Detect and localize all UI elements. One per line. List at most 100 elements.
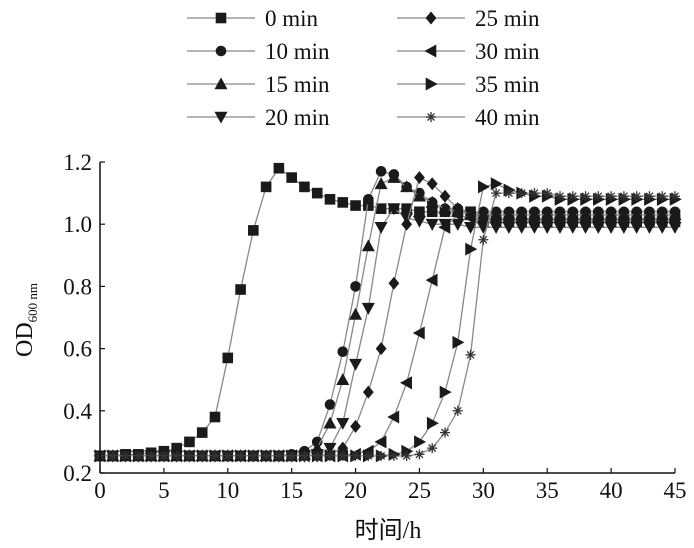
data-point — [426, 177, 438, 191]
legend: 0 min 10 min 15 min 20 min 25 min 30 min 35 mi… — [187, 6, 540, 130]
data-point — [337, 346, 349, 358]
data-point — [158, 450, 169, 461]
data-point — [350, 200, 361, 211]
data-point — [655, 214, 668, 228]
data-point-stroke — [223, 451, 232, 460]
data-point — [490, 177, 503, 191]
data-point — [502, 214, 515, 228]
data-point — [412, 215, 426, 228]
data-point — [197, 450, 208, 461]
x-tick-label: 45 — [664, 478, 687, 503]
legend-marker — [424, 44, 437, 58]
y-axis-label: OD600 nm — [12, 283, 40, 357]
data-point-stroke — [415, 450, 424, 459]
data-point-stroke — [338, 451, 347, 460]
x-tick-label: 10 — [216, 478, 239, 503]
data-point — [452, 405, 463, 416]
data-point — [374, 435, 387, 449]
data-point — [325, 450, 335, 461]
data-point-stroke — [134, 451, 143, 460]
axes: 0 5 10 15 20 25 30 35 40 45 0.2 0.4 0.6 0.8 1.0 1.2 — [63, 150, 686, 503]
x-tick-label: 40 — [600, 478, 623, 503]
legend-item: 40 min — [397, 105, 540, 130]
data-point-stroke — [479, 235, 488, 244]
data-point — [361, 302, 375, 315]
data-point — [414, 449, 425, 460]
data-point — [235, 284, 246, 295]
legend-marker — [425, 11, 437, 25]
data-point — [387, 170, 401, 183]
data-point — [540, 214, 553, 228]
data-point — [452, 335, 465, 349]
y-tick-label: 0.6 — [63, 337, 92, 362]
data-point — [515, 214, 527, 228]
data-point — [324, 399, 336, 410]
data-point — [235, 450, 246, 461]
data-point-stroke — [185, 451, 194, 460]
legend-label: 40 min — [475, 105, 540, 130]
data-point — [425, 218, 439, 231]
y-axis-label-main: OD — [12, 322, 38, 357]
data-point — [286, 450, 297, 461]
data-point-stroke — [287, 451, 296, 460]
data-point-stroke — [274, 451, 283, 460]
data-point — [618, 191, 629, 202]
data-point-stroke — [198, 451, 207, 460]
data-point — [503, 188, 514, 199]
x-tick-label: 35 — [536, 478, 559, 503]
data-point — [361, 239, 375, 252]
data-point — [478, 180, 490, 194]
data-point — [400, 180, 414, 193]
data-point — [427, 443, 438, 454]
x-tick-label: 15 — [280, 478, 303, 503]
data-point-stroke — [121, 451, 130, 460]
data-point — [350, 281, 361, 292]
data-point-stroke — [645, 192, 654, 201]
x-tick-label: 5 — [158, 478, 170, 503]
data-point — [363, 194, 374, 205]
data-point — [336, 417, 350, 430]
data-point — [107, 450, 118, 461]
data-point-stroke — [159, 451, 168, 460]
data-point-stroke — [671, 192, 679, 201]
data-point — [630, 214, 642, 228]
data-point — [349, 358, 363, 371]
legend-item: 15 min — [187, 72, 330, 97]
legend-item: 20 min — [187, 105, 330, 130]
data-point — [388, 450, 399, 461]
data-point — [438, 202, 452, 214]
data-point — [350, 419, 361, 433]
legend-label: 25 min — [475, 6, 540, 31]
legend-item: 0 min — [187, 6, 319, 31]
data-point-stroke — [262, 451, 271, 460]
legend-marker — [214, 77, 228, 90]
data-point-stroke — [364, 451, 373, 460]
series-0-min — [94, 162, 681, 462]
data-point — [465, 242, 478, 256]
data-point-stroke — [326, 451, 334, 460]
data-point — [463, 211, 476, 225]
data-point — [375, 203, 387, 214]
data-point-stroke — [172, 451, 181, 460]
data-point-stroke — [428, 444, 437, 453]
series-line — [100, 192, 675, 457]
legend-label: 35 min — [475, 72, 540, 97]
data-point — [465, 349, 476, 360]
data-point-stroke — [492, 189, 501, 198]
data-point — [464, 222, 478, 234]
data-point-stroke — [530, 189, 539, 198]
legend-label: 20 min — [265, 105, 330, 130]
legend-marker — [214, 111, 228, 124]
data-point — [349, 307, 363, 320]
data-point — [120, 450, 131, 461]
data-point — [567, 191, 578, 202]
data-point — [337, 197, 349, 208]
data-point — [311, 187, 323, 199]
data-point — [210, 450, 220, 461]
data-point — [542, 188, 553, 199]
data-point — [133, 450, 144, 461]
data-point — [604, 214, 617, 228]
data-point — [184, 450, 195, 461]
data-point — [478, 234, 489, 245]
data-point — [299, 450, 310, 461]
